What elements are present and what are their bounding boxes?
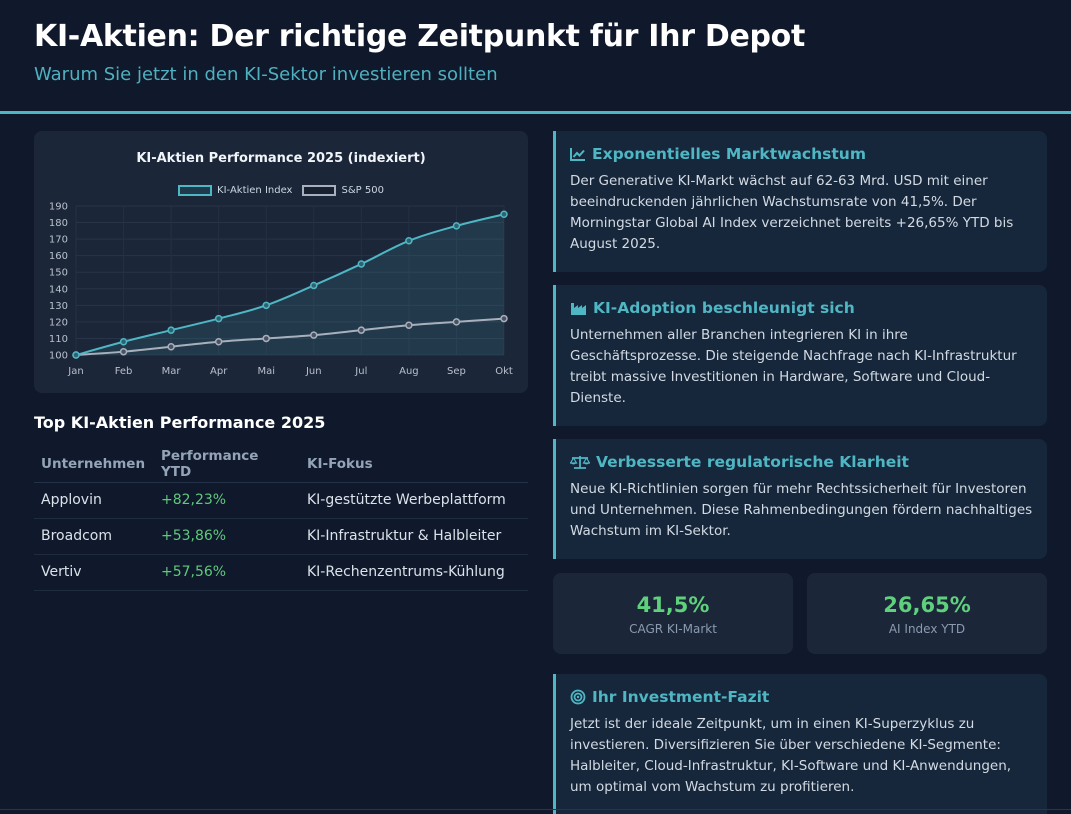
stat-label: CAGR KI-Markt [629,622,717,636]
info-card-regulation: Verbesserte regulatorische Klarheit Neue… [553,439,1047,559]
table-row: Vertiv +57,56% KI-Rechenzentrums-Kühlung [34,554,528,591]
card-title: Exponentielles Marktwachstum [592,145,866,163]
data-point-ki-aktien-index [357,260,366,268]
legend-item-ki-index[interactable]: KI-Aktien Index [178,185,292,196]
data-point-s-p-500 [167,342,175,351]
ai-focus: KI-gestützte Werbeplattform [300,482,528,519]
y-tick-label: 180 [49,218,68,229]
y-tick-label: 120 [49,317,68,328]
performance-value: +53,86% [154,518,300,555]
company-name: Applovin [34,482,154,519]
legend-swatch-ki-index [178,185,213,196]
x-tick-label: Sep [447,366,466,377]
x-tick-label: Jan [67,366,83,377]
card-title: Ihr Investment-Fazit [592,688,770,706]
data-point-s-p-500 [357,326,366,334]
page-header: KI-Aktien: Der richtige Zeitpunkt für Ih… [0,0,1071,114]
y-tick-label: 170 [49,235,68,246]
x-tick-label: Jul [354,366,367,377]
data-point-s-p-500 [310,331,318,339]
data-point-ki-aktien-index [310,281,318,290]
x-tick-label: Aug [399,366,419,377]
data-point-s-p-500 [452,318,461,326]
stat-value: 26,65% [883,593,971,617]
info-card-conclusion: Ihr Investment-Fazit Jetzt ist der ideal… [553,674,1047,814]
x-tick-label: Jun [305,366,322,377]
stat-card-cagr: 41,5% CAGR KI-Markt [553,573,793,654]
legend-label-sp500: S&P 500 [341,185,384,196]
column-header-company: Unternehmen [34,446,154,483]
info-card-market-growth: Exponentielles Marktwachstum Der Generat… [553,131,1047,272]
series-line-ki-aktien-index [75,213,505,356]
card-text: Der Generative KI-Markt wächst auf 62-63… [570,173,1014,252]
table-row: Applovin +82,23% KI-gestützte Werbeplatt… [34,482,528,519]
series-area-ki-aktien-index [76,214,504,355]
y-tick-label: 110 [49,334,68,345]
card-text: Neue KI-Richtlinien sorgen für mehr Rech… [570,481,1033,539]
legend-swatch-sp500 [302,185,337,196]
table-title: Top KI-Aktien Performance 2025 [34,413,326,432]
card-title: KI-Adoption beschleunigt sich [593,299,855,317]
line-chart: 100 110 120 130 140 150 160 170 180 190 Jan Feb Mar A… [49,202,513,378]
card-text: Unternehmen aller Branchen integrieren K… [570,327,1017,406]
y-tick-label: 190 [49,202,68,213]
y-tick-label: 130 [49,301,68,312]
data-point-ki-aktien-index [214,314,223,323]
card-title: Verbesserte regulatorische Klarheit [596,453,909,471]
y-tick-label: 100 [49,351,68,362]
page-title: KI-Aktien: Der richtige Zeitpunkt für Ih… [34,19,806,54]
industry-icon [571,303,586,315]
x-tick-label: Mai [257,366,275,377]
info-card-adoption: KI-Adoption beschleunigt sich Unternehme… [553,285,1047,426]
data-point-s-p-500 [262,334,270,343]
y-tick-label: 160 [49,251,68,262]
performance-chart-card: KI-Aktien Performance 2025 (indexiert) K… [34,131,528,393]
data-point-ki-aktien-index [500,210,508,219]
legend-item-sp500[interactable]: S&P 500 [302,185,384,196]
data-point-ki-aktien-index [262,301,270,310]
chart-title: KI-Aktien Performance 2025 (indexiert) [136,151,426,166]
data-point-ki-aktien-index [405,237,413,245]
column-header-performance: Performance YTD [154,446,300,483]
data-point-ki-aktien-index [119,338,128,346]
x-tick-label: Apr [210,366,228,377]
column-header-focus: KI-Fokus [300,446,528,483]
ai-focus: KI-Rechenzentrums-Kühlung [300,554,528,591]
series-line-s-p-500 [75,317,505,356]
company-name: Broadcom [34,518,154,555]
company-name: Vertiv [34,554,154,591]
bottom-divider [0,809,1071,810]
x-tick-label: Feb [115,366,133,377]
table-header-row: Unternehmen Performance YTD KI-Fokus [34,446,528,483]
legend-label-ki-index: KI-Aktien Index [217,185,293,196]
data-point-s-p-500 [500,314,508,323]
chart-legend: KI-Aktien Index S&P 500 [34,185,528,196]
stat-label: AI Index YTD [888,622,966,636]
card-text: Jetzt ist der ideale Zeitpunkt, um in ei… [570,716,1012,795]
data-point-ki-aktien-index [452,222,461,230]
y-tick-label: 140 [49,284,68,295]
ai-focus: KI-Infrastruktur & Halbleiter [300,518,528,555]
y-tick-label: 150 [49,268,68,279]
data-point-ki-aktien-index [167,326,175,334]
x-tick-label: Mar [162,366,182,377]
data-point-ki-aktien-index [72,351,80,359]
data-point-s-p-500 [214,338,223,346]
page-subtitle: Warum Sie jetzt in den KI-Sektor investi… [34,64,498,85]
data-point-s-p-500 [119,347,128,356]
stat-value: 41,5% [636,593,710,617]
target-icon [570,689,586,705]
x-tick-label: Okt [495,366,513,377]
data-point-s-p-500 [405,321,413,329]
table-row: Broadcom +53,86% KI-Infrastruktur & Halb… [34,518,528,555]
performance-value: +57,56% [154,554,300,591]
stat-card-ai-index: 26,65% AI Index YTD [807,573,1047,654]
chart-line-icon [570,148,585,161]
performance-value: +82,23% [154,482,300,519]
top-stocks-table: Unternehmen Performance YTD KI-Fokus App… [34,446,528,591]
balance-scale-icon [570,455,590,469]
